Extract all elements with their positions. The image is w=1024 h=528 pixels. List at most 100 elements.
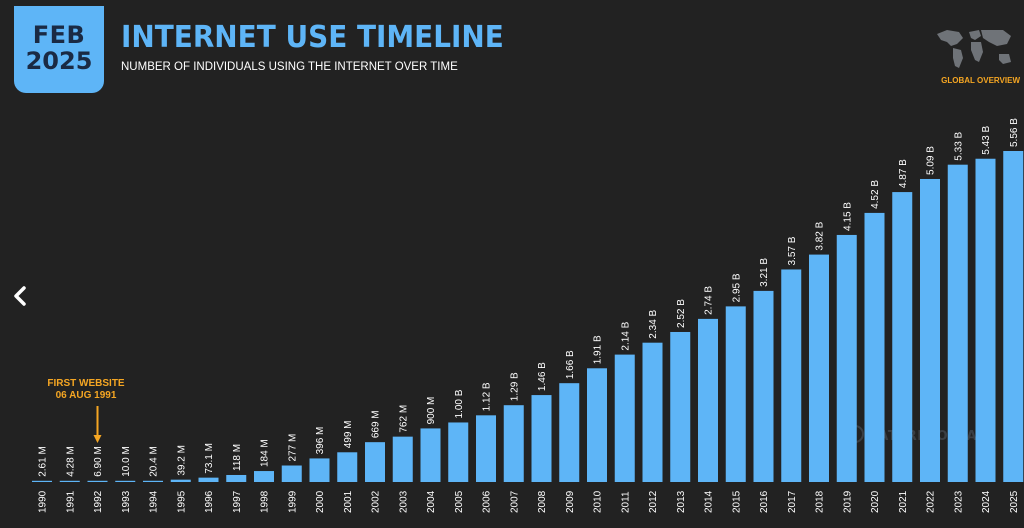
bar-1990: [32, 480, 52, 482]
date-badge: FEB 2025: [14, 6, 104, 93]
data-label-1997: 118 M: [232, 444, 243, 471]
tick-label-1995: 1995: [176, 490, 187, 513]
data-label-2000: 396 M: [315, 427, 326, 455]
bar-2023: [947, 164, 968, 482]
bar-1994: [143, 480, 163, 482]
bar-2007: [503, 405, 524, 482]
data-label-2020: 4.52 B: [870, 180, 881, 209]
data-label-2011: 2.14 B: [620, 321, 631, 350]
bar-2015: [725, 306, 746, 482]
data-label-1991: 4.28 M: [65, 446, 76, 477]
tick-label-2014: 2014: [704, 490, 715, 513]
bar-2010: [587, 368, 607, 482]
data-label-2017: 3.57 B: [787, 236, 798, 265]
data-label-2002: 669 M: [371, 410, 382, 438]
global-overview-label: GLOBAL OVERVIEW: [941, 76, 1020, 85]
data-label-1994: 20.4 M: [149, 446, 160, 477]
annotation-line-1: FIRST WEBSITE: [47, 378, 125, 389]
tick-label-2007: 2007: [509, 490, 520, 513]
tick-label-2023: 2023: [953, 490, 964, 513]
tick-label-1999: 1999: [287, 490, 298, 513]
bar-2009: [559, 383, 580, 482]
tick-label-1998: 1998: [260, 490, 271, 513]
tick-label-2011: 2011: [620, 491, 631, 513]
bar-2001: [337, 452, 358, 482]
page-subtitle: NUMBER OF INDIVIDUALS USING THE INTERNET…: [121, 61, 458, 73]
data-label-1999: 277 M: [287, 434, 298, 462]
tick-label-1991: 1991: [65, 490, 76, 513]
bar-2013: [670, 331, 691, 482]
bar-2018: [809, 254, 829, 482]
tick-label-2004: 2004: [426, 490, 437, 513]
tick-label-2016: 2016: [759, 490, 770, 513]
tick-label-2005: 2005: [454, 490, 465, 513]
data-label-2001: 499 M: [343, 420, 354, 448]
data-label-1992: 6.90 M: [93, 446, 104, 477]
data-label-2023: 5.33 B: [953, 131, 964, 160]
bar-2025: [1003, 151, 1024, 482]
tick-label-2008: 2008: [537, 490, 548, 513]
tick-label-2000: 2000: [315, 490, 326, 513]
data-label-2014: 2.74 B: [704, 286, 715, 315]
tick-label-1994: 1994: [149, 490, 160, 513]
data-label-2012: 2.34 B: [648, 309, 659, 338]
bar-2012: [642, 342, 663, 482]
tick-label-2012: 2012: [648, 490, 659, 513]
data-label-1993: 10.0 M: [121, 446, 132, 477]
bar-1993: [115, 480, 136, 482]
tick-label-2024: 2024: [981, 490, 992, 513]
bar-1992: [87, 480, 108, 482]
bar-1991: [59, 480, 80, 482]
data-label-2009: 1.66 B: [565, 350, 576, 379]
data-label-1996: 73.1 M: [204, 443, 215, 474]
tick-label-2020: 2020: [870, 490, 881, 513]
tick-label-1990: 1990: [38, 490, 49, 513]
world-map-icon: [937, 30, 1011, 68]
tick-label-2002: 2002: [371, 490, 382, 513]
tick-label-2001: 2001: [343, 490, 354, 513]
data-label-2021: 4.87 B: [898, 159, 909, 188]
bar-2014: [698, 318, 718, 482]
data-label-2010: 1.91 B: [593, 335, 604, 364]
bar-1998: [254, 471, 274, 482]
bar-2003: [392, 436, 413, 482]
data-label-2005: 1.00 B: [454, 389, 465, 418]
tick-label-2013: 2013: [676, 490, 687, 513]
bar-1996: [198, 477, 219, 482]
annotation-line-2: 06 AUG 1991: [55, 390, 117, 401]
data-label-2007: 1.29 B: [509, 372, 520, 401]
page-title: INTERNET USE TIMELINE: [121, 20, 504, 55]
bar-2004: [420, 428, 441, 482]
bar-1995: [170, 479, 191, 482]
tick-label-2006: 2006: [482, 490, 493, 513]
tick-label-1993: 1993: [121, 490, 132, 513]
tick-label-1997: 1997: [232, 490, 243, 513]
data-label-2024: 5.43 B: [981, 125, 992, 154]
tick-label-2017: 2017: [787, 490, 798, 513]
tick-label-2021: 2021: [898, 490, 909, 513]
bar-1997: [226, 474, 247, 482]
data-label-1990: 2.61 M: [38, 446, 49, 477]
tick-label-2018: 2018: [815, 490, 826, 513]
bar-2008: [531, 395, 552, 482]
chevron-left-icon[interactable]: [9, 285, 31, 307]
bar-2016: [753, 290, 774, 482]
bar-2005: [448, 422, 469, 482]
tick-label-2025: 2025: [1009, 490, 1020, 513]
data-label-2013: 2.52 B: [676, 299, 687, 328]
bar-1999: [281, 465, 302, 482]
bar-2019: [836, 234, 857, 482]
first-website-annotation: FIRST WEBSITE 06 AUG 1991: [44, 378, 128, 402]
tick-label-2003: 2003: [398, 490, 409, 513]
badge-month: FEB: [32, 21, 86, 49]
tick-label-2022: 2022: [926, 490, 937, 513]
data-label-1995: 39.2 M: [176, 445, 187, 476]
tick-label-2015: 2015: [731, 490, 742, 513]
tick-label-2010: 2010: [593, 490, 604, 513]
data-label-2004: 900 M: [426, 397, 437, 425]
data-label-2025: 5.56 B: [1009, 118, 1020, 147]
badge-year: 2025: [25, 47, 93, 75]
bar-2024: [975, 158, 996, 483]
bar-2017: [781, 269, 802, 482]
